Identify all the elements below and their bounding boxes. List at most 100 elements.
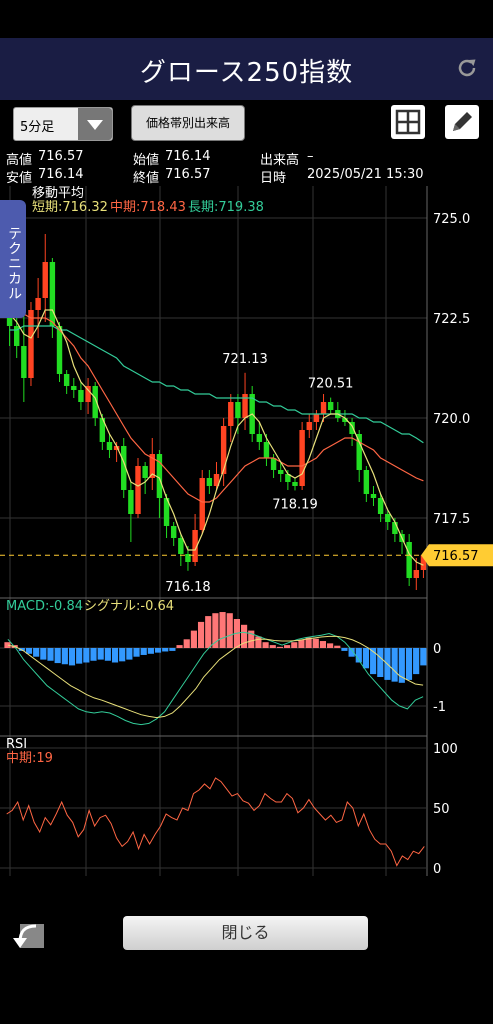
macd-bar [147,648,154,654]
rsi-title: RSI [6,737,27,752]
macd-bar [341,648,348,651]
close-button[interactable]: 閉じる [123,916,368,950]
candle [206,478,213,486]
macd-bar [190,630,197,648]
candle [278,470,284,474]
candle [21,346,27,378]
macd-bar [205,616,212,648]
macd-bar [413,648,420,675]
last-price-value: 716.57 [433,549,479,564]
edit-button[interactable] [445,105,479,139]
macd-bar [47,648,54,661]
last-price-tag [421,544,493,567]
technical-tab[interactable]: テクニカル [0,200,26,318]
candle [163,498,170,526]
low-value: 716.14 [38,167,84,182]
chart-svg[interactable]: 725.0722.5720.0717.509:0010:0011:0013:00… [0,186,493,897]
interval-select[interactable]: 5分足 [13,107,113,141]
macd-bar [255,636,262,648]
y-tick-label: 725.0 [433,212,470,227]
macd-bar [183,639,190,648]
macd-bar [219,612,226,648]
candle [6,318,13,326]
candle [78,390,84,402]
candle [13,326,20,346]
macd-bar [362,648,370,669]
price-annotation: 721.13 [222,352,268,367]
macd-bar [162,648,169,652]
open-value: 716.14 [165,149,211,164]
title-bar: グロース250指数 [0,38,493,100]
macd-bar [169,648,176,651]
macd-bar [405,648,413,680]
chart-grid [0,186,428,876]
rsi-mid-label: 中期:19 [6,751,53,766]
candle [135,466,141,514]
moving-average-lines [9,301,424,566]
candle [192,530,198,562]
candle [49,262,56,326]
macd-bar [269,645,276,648]
ma-long-line [9,325,424,444]
macd-bar [68,648,76,666]
volume-value: – [307,149,314,164]
candle [56,326,63,374]
candle [199,478,205,530]
signal-line [7,635,424,719]
status-bar [0,0,493,38]
interval-label: 5分足 [20,120,55,135]
rsi-line [6,777,425,867]
candle [413,570,420,578]
candle [385,514,391,522]
ma-title: 移動平均 [32,186,84,201]
candle [270,458,277,470]
candle [113,446,120,450]
candle [377,498,384,514]
candle [235,402,241,418]
y-tick-label: 722.5 [433,312,470,327]
macd-bar [284,645,291,648]
ma-long-label: 長期:719.38 [188,200,264,215]
signal-label: シグナル:-0.64 [84,599,174,614]
macd-bar [111,648,119,663]
candle [392,522,398,534]
back-arrow-icon[interactable] [10,918,46,950]
candle [313,414,320,422]
technical-tab-label: テクニカル [6,226,22,301]
macd-bar [240,624,248,648]
quote-info: 高値 716.57 始値 716.14 出来高 – 安値 716.14 終値 7… [0,146,493,186]
candle [63,374,70,386]
candle [142,466,148,478]
candle [185,554,191,562]
high-label: 高値 [6,153,33,168]
macd-bar [212,613,219,648]
grid-layout-button[interactable] [391,105,425,139]
candle [85,386,91,402]
macd-bar [226,613,233,648]
candle [156,454,163,498]
macd-bar [370,648,377,675]
macd-bar [355,648,362,663]
macd-bar [398,648,405,683]
candle [128,490,134,514]
ma-short-label: 短期:716.32 [32,200,108,215]
chart-labels: 725.0722.5720.0717.509:0010:0011:0013:00… [0,212,493,897]
rsi-tick-label: 100 [433,742,458,757]
price-band-volume-button[interactable]: 価格帯別出来高 [131,105,245,141]
candle [420,555,427,570]
candle [213,474,220,486]
macd-bar [154,648,162,653]
macd-bar [119,648,126,662]
candle [363,470,370,494]
chart-area[interactable]: 725.0722.5720.0717.509:0010:0011:0013:00… [0,186,493,897]
y-tick-label: 720.0 [433,412,470,427]
candle [99,418,106,442]
refresh-icon[interactable] [455,56,479,80]
candle [28,310,34,378]
macd-line [7,631,424,726]
candle [71,386,77,390]
rsi-panel [6,777,425,867]
grid-icon [395,109,421,135]
macd-bar [133,648,140,657]
candle [42,262,48,298]
